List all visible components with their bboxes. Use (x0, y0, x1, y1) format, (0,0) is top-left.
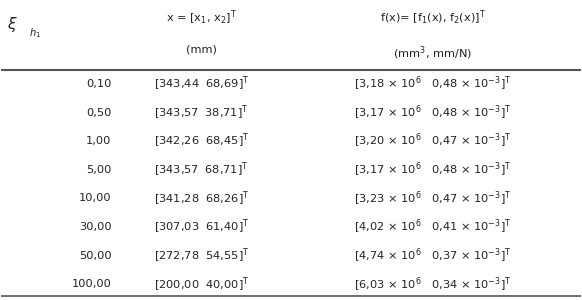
Text: [4,02 × 10$^6$   0,41 × 10$^{-3}$]$^\mathregular{T}$: [4,02 × 10$^6$ 0,41 × 10$^{-3}$]$^\mathr… (354, 218, 512, 236)
Text: [343,57  38,71]$^\mathregular{T}$: [343,57 38,71]$^\mathregular{T}$ (154, 103, 249, 122)
Text: [307,03  61,40]$^\mathregular{T}$: [307,03 61,40]$^\mathregular{T}$ (154, 218, 249, 236)
Text: [343,57  68,71]$^\mathregular{T}$: [343,57 68,71]$^\mathregular{T}$ (154, 161, 249, 179)
Text: (mm$^3$, mm/N): (mm$^3$, mm/N) (393, 44, 473, 62)
Text: [4,74 × 10$^6$   0,37 × 10$^{-3}$]$^\mathregular{T}$: [4,74 × 10$^6$ 0,37 × 10$^{-3}$]$^\mathr… (354, 247, 512, 265)
Text: 1,00: 1,00 (86, 136, 111, 146)
Text: 100,00: 100,00 (72, 279, 111, 289)
Text: [272,78  54,55]$^\mathregular{T}$: [272,78 54,55]$^\mathregular{T}$ (154, 247, 249, 265)
Text: f(x)= [f$_1$(x), f$_2$(x)]$^\mathregular{T}$: f(x)= [f$_1$(x), f$_2$(x)]$^\mathregular… (380, 9, 486, 27)
Text: 30,00: 30,00 (79, 222, 111, 232)
Text: [3,17 × 10$^6$   0,48 × 10$^{-3}$]$^\mathregular{T}$: [3,17 × 10$^6$ 0,48 × 10$^{-3}$]$^\mathr… (354, 103, 512, 122)
Text: 50,00: 50,00 (79, 251, 111, 261)
Text: [6,03 × 10$^6$   0,34 × 10$^{-3}$]$^\mathregular{T}$: [6,03 × 10$^6$ 0,34 × 10$^{-3}$]$^\mathr… (354, 275, 512, 293)
Text: [3,18 × 10$^6$   0,48 × 10$^{-3}$]$^\mathregular{T}$: [3,18 × 10$^6$ 0,48 × 10$^{-3}$]$^\mathr… (354, 75, 512, 93)
Text: [343,44  68,69]$^\mathregular{T}$: [343,44 68,69]$^\mathregular{T}$ (154, 75, 249, 93)
Text: 0,10: 0,10 (86, 79, 111, 89)
Text: $h_1$: $h_1$ (29, 27, 41, 40)
Text: [3,23 × 10$^6$   0,47 × 10$^{-3}$]$^\mathregular{T}$: [3,23 × 10$^6$ 0,47 × 10$^{-3}$]$^\mathr… (354, 189, 512, 208)
Text: [3,20 × 10$^6$   0,47 × 10$^{-3}$]$^\mathregular{T}$: [3,20 × 10$^6$ 0,47 × 10$^{-3}$]$^\mathr… (354, 132, 512, 151)
Text: 0,50: 0,50 (86, 108, 111, 118)
Text: [341,28  68,26]$^\mathregular{T}$: [341,28 68,26]$^\mathregular{T}$ (154, 189, 249, 208)
Text: 10,00: 10,00 (79, 194, 111, 203)
Text: [3,17 × 10$^6$   0,48 × 10$^{-3}$]$^\mathregular{T}$: [3,17 × 10$^6$ 0,48 × 10$^{-3}$]$^\mathr… (354, 161, 512, 179)
Text: 5,00: 5,00 (86, 165, 111, 175)
Text: $\xi$: $\xi$ (7, 15, 18, 34)
Text: [200,00  40,00]$^\mathregular{T}$: [200,00 40,00]$^\mathregular{T}$ (154, 275, 249, 293)
Text: (mm): (mm) (186, 44, 217, 55)
Text: [342,26  68,45]$^\mathregular{T}$: [342,26 68,45]$^\mathregular{T}$ (154, 132, 249, 151)
Text: x = [x$_1$, x$_2$]$^\mathregular{T}$: x = [x$_1$, x$_2$]$^\mathregular{T}$ (166, 9, 237, 27)
